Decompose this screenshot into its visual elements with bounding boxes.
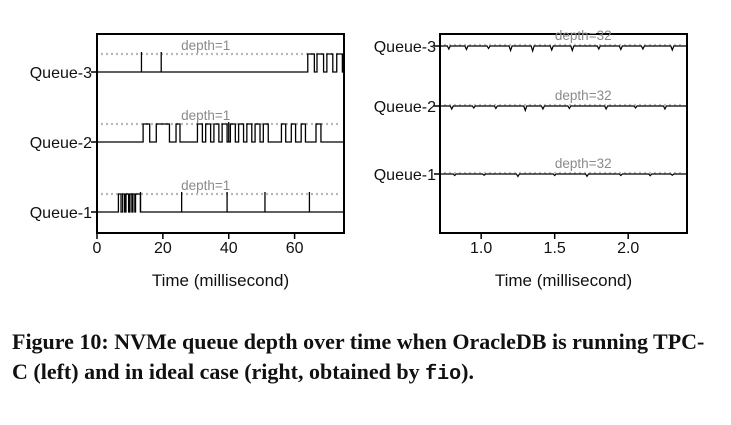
- queue-depth-trace: [440, 45, 687, 54]
- queue-depth-trace: [97, 53, 344, 73]
- depth-label: depth=1: [181, 38, 230, 53]
- depth-label: depth=1: [181, 108, 230, 123]
- queue-label: Queue-1: [374, 167, 436, 184]
- figure-caption: Figure 10: NVMe queue depth over time wh…: [12, 327, 717, 390]
- caption-label: Figure 10:: [12, 329, 109, 354]
- x-axis-title: Time (millisecond): [152, 271, 289, 290]
- plot-frame: [439, 33, 688, 234]
- queue-depth-trace: [97, 123, 344, 143]
- x-tick-label: 0: [93, 240, 102, 257]
- caption-text: NVMe queue depth over time when OracleDB…: [12, 329, 705, 384]
- queue-label: Queue-1: [30, 205, 92, 222]
- x-tick-label: 2.0: [617, 240, 639, 257]
- queue-depth-trace: [440, 105, 687, 113]
- depth-label: depth=32: [555, 156, 612, 171]
- queue-label: Queue-3: [374, 39, 436, 56]
- x-tick-label: 1.0: [470, 240, 492, 257]
- depth-label: depth=1: [181, 178, 230, 193]
- plot-frame: [96, 33, 345, 234]
- depth-label: depth=32: [555, 28, 612, 43]
- caption-code: fio: [425, 363, 462, 386]
- x-axis-title: Time (millisecond): [495, 271, 632, 290]
- queue-label: Queue-2: [374, 99, 436, 116]
- queue-depth-trace: [440, 173, 687, 178]
- queue-depth-trace: [97, 193, 344, 213]
- left-chart: 0 20 40 60 Time (millisecond) Queue-1 depth=1 Q…: [30, 33, 345, 290]
- depth-label: depth=32: [555, 88, 612, 103]
- x-tick-label: 60: [286, 240, 304, 257]
- queue-label: Queue-2: [30, 135, 92, 152]
- x-tick-label: 20: [154, 240, 172, 257]
- caption-end: ).: [461, 359, 474, 384]
- x-tick-label: 1.5: [544, 240, 566, 257]
- right-chart: 1.0 1.5 2.0 Time (millisecond) Queue-1 depth=…: [374, 28, 688, 290]
- queue-label: Queue-3: [30, 65, 92, 82]
- x-tick-label: 40: [220, 240, 238, 257]
